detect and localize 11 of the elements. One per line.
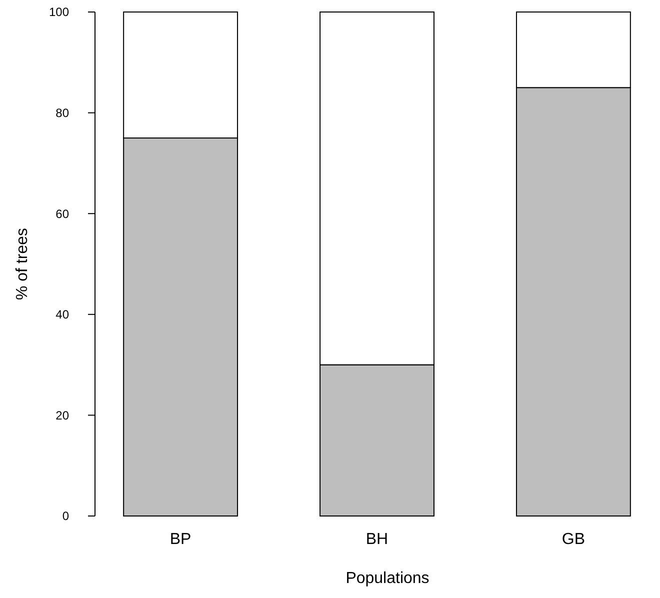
- x-tick-label: GB: [562, 531, 586, 548]
- y-tick-label: 0: [62, 509, 70, 524]
- y-tick-label: 40: [56, 308, 70, 322]
- y-tick-label: 80: [56, 106, 70, 120]
- y-tick-label: 20: [56, 408, 70, 422]
- y-tick-label: 100: [48, 5, 70, 20]
- x-tick-label: BP: [170, 531, 192, 548]
- y-axis-title: % of trees: [14, 228, 31, 300]
- y-tick-label: 60: [56, 206, 70, 221]
- x-axis-title: Populations: [346, 570, 430, 587]
- x-tick-label: BH: [366, 531, 388, 548]
